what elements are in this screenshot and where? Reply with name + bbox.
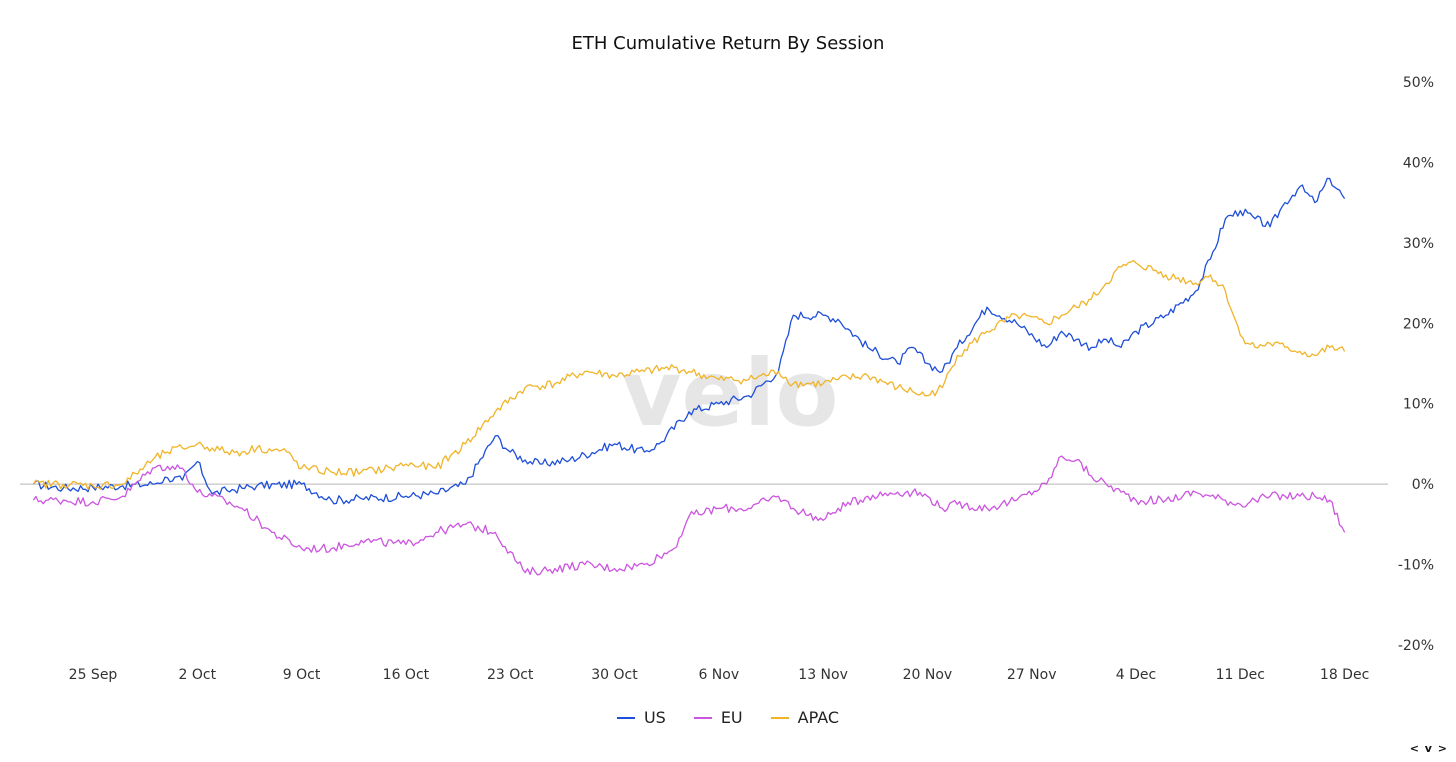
y-tick-label: 50% [1403,75,1434,91]
y-tick-label: -10% [1398,558,1434,574]
x-tick-label: 23 Oct [487,667,534,683]
series-line-eu [32,455,1346,576]
series-line-us [32,177,1346,505]
x-tick-label: 9 Oct [283,667,321,683]
x-tick-label: 27 Nov [1007,667,1057,683]
legend-swatch [770,716,789,719]
x-tick-label: 30 Oct [591,667,638,683]
y-tick-label: 0% [1412,477,1434,493]
x-tick-label: 2 Oct [179,667,217,683]
y-tick-label: 20% [1403,316,1434,332]
chart-title: ETH Cumulative Return By Session [571,33,885,54]
y-tick-label: 40% [1403,155,1434,171]
watermark-logo: velo [621,340,838,447]
y-tick-label: 10% [1403,397,1434,413]
x-tick-label: 25 Sep [69,667,118,683]
x-tick-label: 18 Dec [1320,667,1369,683]
x-tick-label: 20 Nov [903,667,953,683]
x-tick-label: 6 Nov [698,667,739,683]
legend-swatch [616,716,635,719]
legend-item-us[interactable]: US [616,708,666,727]
x-tick-label: 16 Oct [383,667,430,683]
x-tick-label: 4 Dec [1116,667,1156,683]
legend-item-eu[interactable]: EU [693,708,743,727]
chart-nav-controls[interactable]: < v > [1409,742,1448,755]
legend-label: APAC [797,708,840,727]
legend-label: US [643,708,666,727]
x-tick-label: 13 Nov [798,667,848,683]
y-tick-label: -20% [1398,638,1434,654]
legend-item-apac[interactable]: APAC [770,708,840,727]
legend-swatch [693,716,712,719]
legend-label: EU [720,708,743,727]
series-line-apac [32,259,1346,490]
y-tick-label: 30% [1403,236,1434,252]
x-tick-label: 11 Dec [1216,667,1265,683]
chart-legend: US EU APAC [0,708,1456,727]
